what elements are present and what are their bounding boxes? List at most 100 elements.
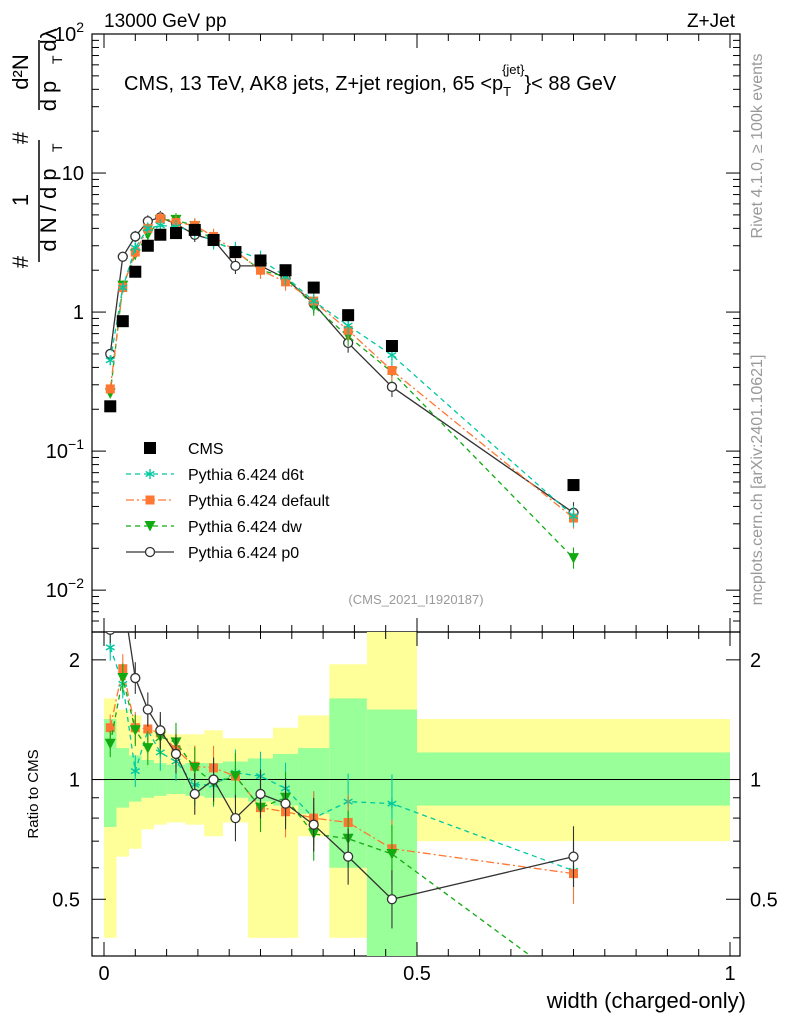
legend-marker-p0 (144, 546, 156, 558)
x-axis-label: width (charged-only) (546, 988, 746, 1013)
ratio-data-point-p0 (130, 672, 141, 684)
ratio-series-layer (104, 632, 579, 956)
analysis-watermark: (CMS_2021_I1920187) (348, 592, 483, 607)
data-point-p0 (130, 231, 141, 242)
y-title-one: 1 (8, 194, 33, 206)
legend-item-d6t: Pythia 6.424 d6t (126, 467, 304, 484)
data-point-CMS (229, 246, 242, 259)
y-title-hash-top: # (8, 131, 33, 144)
header-left-label: 13000 GeV pp (104, 11, 227, 32)
ratio-data-point-p0 (308, 819, 319, 830)
y-tick-label: 10 (62, 163, 84, 185)
data-point-CMS (254, 254, 267, 267)
y-tick-label-base: 10 (54, 24, 76, 46)
data-point-default (155, 214, 165, 224)
ratio-data-point-d6t (130, 766, 140, 777)
ratio-data-point-dw (142, 743, 154, 754)
data-point-CMS (279, 264, 292, 277)
ratio-series-line-dw (109, 677, 532, 956)
data-point-CMS (129, 265, 142, 278)
legend-item-CMS: CMS (144, 441, 224, 458)
data-point-CMS (104, 400, 117, 413)
data-point-CMS (385, 340, 398, 353)
ratio-band-inner (116, 748, 130, 808)
ratio-y-tick-label-left: 2 (69, 650, 80, 672)
mcplots-label: mcplots.cern.ch [arXiv:2401.10621] (749, 355, 766, 606)
legend-item-dw: Pythia 6.424 dw (126, 519, 302, 536)
ratio-data-point-default (143, 724, 153, 734)
data-point-p0 (386, 381, 398, 392)
data-point-CMS (154, 228, 167, 241)
plot-title-prefix: CMS, 13 TeV, AK8 jets, Z+jet region, 65 … (124, 73, 503, 95)
data-point-CMS (141, 239, 154, 252)
series-line-dw (109, 219, 574, 559)
data-point-CMS (567, 479, 580, 492)
ratio-data-point-p0 (170, 748, 182, 760)
legend-item-default: Pythia 6.424 default (126, 493, 330, 510)
data-point-d6t (130, 242, 140, 253)
y-title-bottom-sub: T (49, 143, 65, 152)
main-panel-frame (91, 33, 741, 633)
data-point-d6t (343, 320, 353, 331)
ratio-data-point-dw (117, 673, 129, 684)
data-point-CMS (307, 281, 320, 294)
ratio-data-point-dw (129, 725, 141, 736)
legend-label-d6t: Pythia 6.424 d6t (188, 467, 304, 484)
ratio-data-point-p0 (386, 894, 398, 905)
legend-marker-CMS (144, 442, 156, 454)
ratio-data-point-default (105, 723, 115, 733)
ratio-data-point-p0 (189, 788, 200, 800)
legend-item-p0: Pythia 6.424 p0 (126, 545, 299, 562)
plot-title: CMS, 13 TeV, AK8 jets, Z+jet region, 65 … (124, 62, 617, 99)
x-tick-label: 0.5 (403, 963, 431, 985)
ratio-y-tick-label-left: 0.5 (52, 889, 80, 911)
ratio-data-point-p0 (142, 704, 153, 715)
ratio-data-point-p0 (342, 851, 354, 862)
data-point-d6t (568, 511, 579, 522)
y-title-top-denominator: d p (36, 81, 61, 112)
y-title-bottom-denominator: d N / d p (36, 168, 61, 251)
ratio-band-inner (141, 759, 155, 798)
ratio-data-point-p0 (230, 812, 241, 824)
y-title-top-sub: T (49, 55, 65, 64)
data-point-CMS (342, 309, 355, 322)
ratio-y-tick-label-left: 1 (69, 770, 80, 792)
data-point-d6t (105, 355, 115, 366)
data-point-CMS (116, 315, 129, 328)
y-tick-label: 10−2 (46, 575, 84, 602)
y-title-top-numerator: d²N (8, 54, 33, 89)
ratio-data-point-p0 (255, 788, 266, 800)
data-point-d6t (143, 223, 153, 234)
series-line-p0 (109, 216, 574, 514)
y-tick-label-base: 10 (46, 580, 68, 602)
x-tick-label: 0 (98, 963, 109, 985)
ratio-y-tick-label-right: 2 (750, 650, 761, 672)
y-title-hash-bottom: # (8, 255, 33, 268)
legend-marker-default (145, 495, 155, 505)
ratio-data-point-p0 (208, 774, 219, 785)
main-series-layer (104, 210, 580, 569)
y-tick-label: 102 (54, 19, 84, 46)
ratio-axis-label: Ratio to CMS (25, 749, 42, 838)
plot-title-suffix: }< 88 GeV (525, 73, 617, 95)
ratio-y-tick-label-right: 1 (750, 770, 761, 792)
ratio-data-point-d6t (387, 798, 397, 809)
data-point-CMS (188, 223, 201, 236)
series-line-default (109, 217, 574, 519)
y-title-lambda: dλ (36, 28, 61, 51)
ratio-band-inner (104, 719, 117, 827)
legend-label-default: Pythia 6.424 default (188, 493, 330, 510)
data-point-CMS (207, 233, 220, 246)
x-tick-label: 1 (724, 963, 735, 985)
header-right-label: Z+Jet (687, 11, 736, 32)
ratio-data-point-dw (229, 771, 241, 782)
y-tick-label-exponent: −1 (68, 436, 84, 452)
ratio-band-inner (417, 752, 730, 806)
data-point-default (387, 365, 397, 375)
series-line-d6t (109, 224, 574, 517)
data-point-p0 (230, 260, 241, 272)
data-point-CMS (169, 227, 182, 240)
legend-label-dw: Pythia 6.424 dw (188, 519, 302, 536)
